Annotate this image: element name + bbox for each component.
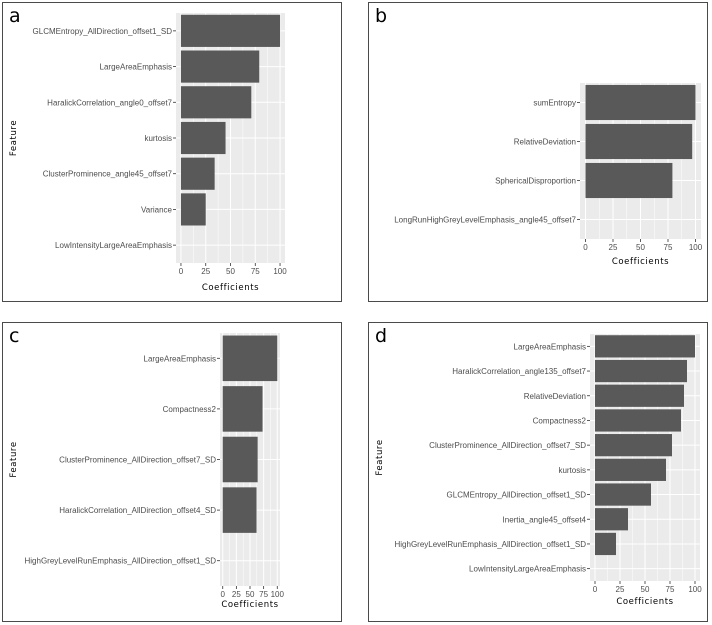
bar-6: [595, 458, 666, 481]
y-tick-label: LargeAreaEmphasis: [514, 342, 586, 351]
bar-7: [595, 483, 651, 506]
chart-panel-a: a GLCMEntropy_AllDirection_offset1_SD Lar…: [2, 2, 342, 302]
y-tick-label: LargeAreaEmphasis: [100, 63, 172, 72]
x-tick-label: 25: [201, 267, 210, 276]
x-tick-label: 50: [641, 585, 650, 594]
y-tick-label: LongRunHighGreyLevelEmphasis_angle45_off…: [394, 216, 576, 225]
y-axis-title: Feature: [9, 441, 19, 477]
bar-8: [595, 508, 628, 531]
chart-panel-d: d LargeAreaEmphasis HaralickCorrelation_a…: [368, 322, 708, 622]
bar-1: [595, 335, 695, 358]
x-axis-title: Coefficients: [612, 257, 669, 267]
y-tick-label: kurtosis: [558, 466, 586, 475]
panel-label-a: a: [9, 5, 21, 27]
y-tick-label: HaralickCorrelation_angle0_offset7: [47, 98, 172, 107]
y-tick-label: GLCMEntropy_AllDirection_offset1_SD: [447, 491, 587, 500]
bar-4: [595, 409, 681, 432]
x-tick-label: 0: [221, 590, 226, 599]
x-tick-label: 25: [232, 590, 241, 599]
bar-6: [180, 193, 206, 226]
panel-label-c: c: [9, 325, 20, 347]
y-tick-label: SphericalDisproportion: [495, 177, 576, 186]
y-tick-label: LowIntensityLargeAreaEmphasis: [469, 565, 586, 574]
x-tick-label: 25: [616, 585, 625, 594]
x-tick-label: 25: [609, 243, 618, 252]
y-tick-label: GLCMEntropy_AllDirection_offset1_SD: [33, 27, 173, 36]
y-tick-label: LowIntensityLargeAreaEmphasis: [55, 241, 172, 250]
x-tick-label: 0: [583, 243, 588, 252]
x-tick-label: 100: [273, 267, 287, 276]
bar-4: [222, 487, 257, 533]
x-axis-title: Coefficients: [202, 283, 259, 293]
bar-1: [585, 84, 696, 121]
x-axis-title: Coefficients: [616, 597, 673, 607]
x-tick-label: 100: [689, 243, 703, 252]
x-tick-label: 50: [226, 267, 235, 276]
y-tick-label: HaralickCorrelation_AllDirection_offset4…: [59, 506, 216, 515]
bar-3: [585, 162, 673, 199]
y-tick-label: ClusterProminence_angle45_offset7: [43, 170, 173, 179]
panel-label-d: d: [375, 325, 388, 347]
chart-c: LargeAreaEmphasis Compactness2 ClusterProm…: [9, 333, 285, 610]
y-tick-label: RelativeDeviation: [514, 138, 576, 147]
bar-1: [222, 335, 278, 382]
bar-4: [180, 121, 226, 155]
x-tick-label: 0: [593, 585, 598, 594]
bar-2: [595, 359, 687, 383]
chart-panel-c: c LargeAreaEmphasis Compactness2 ClusterPr…: [2, 322, 342, 622]
y-tick-label: HighGreyLevelRunEmphasis_AllDirection_of…: [394, 540, 586, 549]
y-axis-title: Feature: [9, 120, 19, 156]
chart-a: GLCMEntropy_AllDirection_offset1_SD Large…: [9, 13, 287, 293]
y-tick-label: ClusterProminence_AllDirection_offset7_S…: [59, 456, 216, 465]
y-tick-label: Compactness2: [533, 416, 587, 425]
y-tick-label: ClusterProminence_AllDirection_offset7_S…: [429, 441, 586, 450]
x-axis-title: Coefficients: [221, 600, 278, 610]
x-tick-label: 100: [271, 590, 285, 599]
y-tick-label: HaralickCorrelation_angle135_offset7: [452, 367, 586, 376]
bar-1: [180, 14, 281, 47]
bar-5: [180, 157, 215, 190]
y-tick-label: LargeAreaEmphasis: [144, 354, 216, 363]
bar-3: [180, 86, 252, 119]
y-tick-label: Inertia_angle45_offset4: [503, 515, 587, 524]
bar-9: [595, 532, 616, 556]
x-tick-label: 50: [246, 590, 255, 599]
x-tick-label: 75: [259, 590, 268, 599]
chart-panel-b: b sumEntropy RelativeDeviation SphericalDi…: [368, 2, 708, 302]
y-axis-title: Feature: [375, 439, 385, 475]
bar-2: [585, 123, 693, 160]
y-tick-label: Compactness2: [163, 405, 217, 414]
y-tick-label: sumEntropy: [533, 99, 576, 108]
bar-3: [595, 384, 684, 407]
bar-3: [222, 436, 258, 483]
bar-2: [180, 50, 260, 83]
x-tick-label: 75: [251, 267, 260, 276]
x-tick-label: 50: [636, 243, 645, 252]
x-tick-label: 75: [666, 585, 675, 594]
x-tick-label: 100: [688, 585, 702, 594]
chart-d: LargeAreaEmphasis HaralickCorrelation_ang…: [375, 334, 702, 607]
bar-5: [595, 434, 672, 457]
chart-b: sumEntropy RelativeDeviation SphericalDisp…: [394, 83, 703, 267]
x-tick-label: 0: [179, 267, 184, 276]
panel-label-b: b: [375, 5, 388, 27]
x-tick-label: 75: [664, 243, 673, 252]
y-tick-label: RelativeDeviation: [524, 392, 586, 401]
y-tick-label: kurtosis: [144, 134, 172, 143]
y-tick-label: Variance: [141, 205, 173, 214]
y-tick-label: HighGreyLevelRunEmphasis_AllDirection_of…: [24, 557, 216, 566]
bar-2: [222, 386, 263, 432]
